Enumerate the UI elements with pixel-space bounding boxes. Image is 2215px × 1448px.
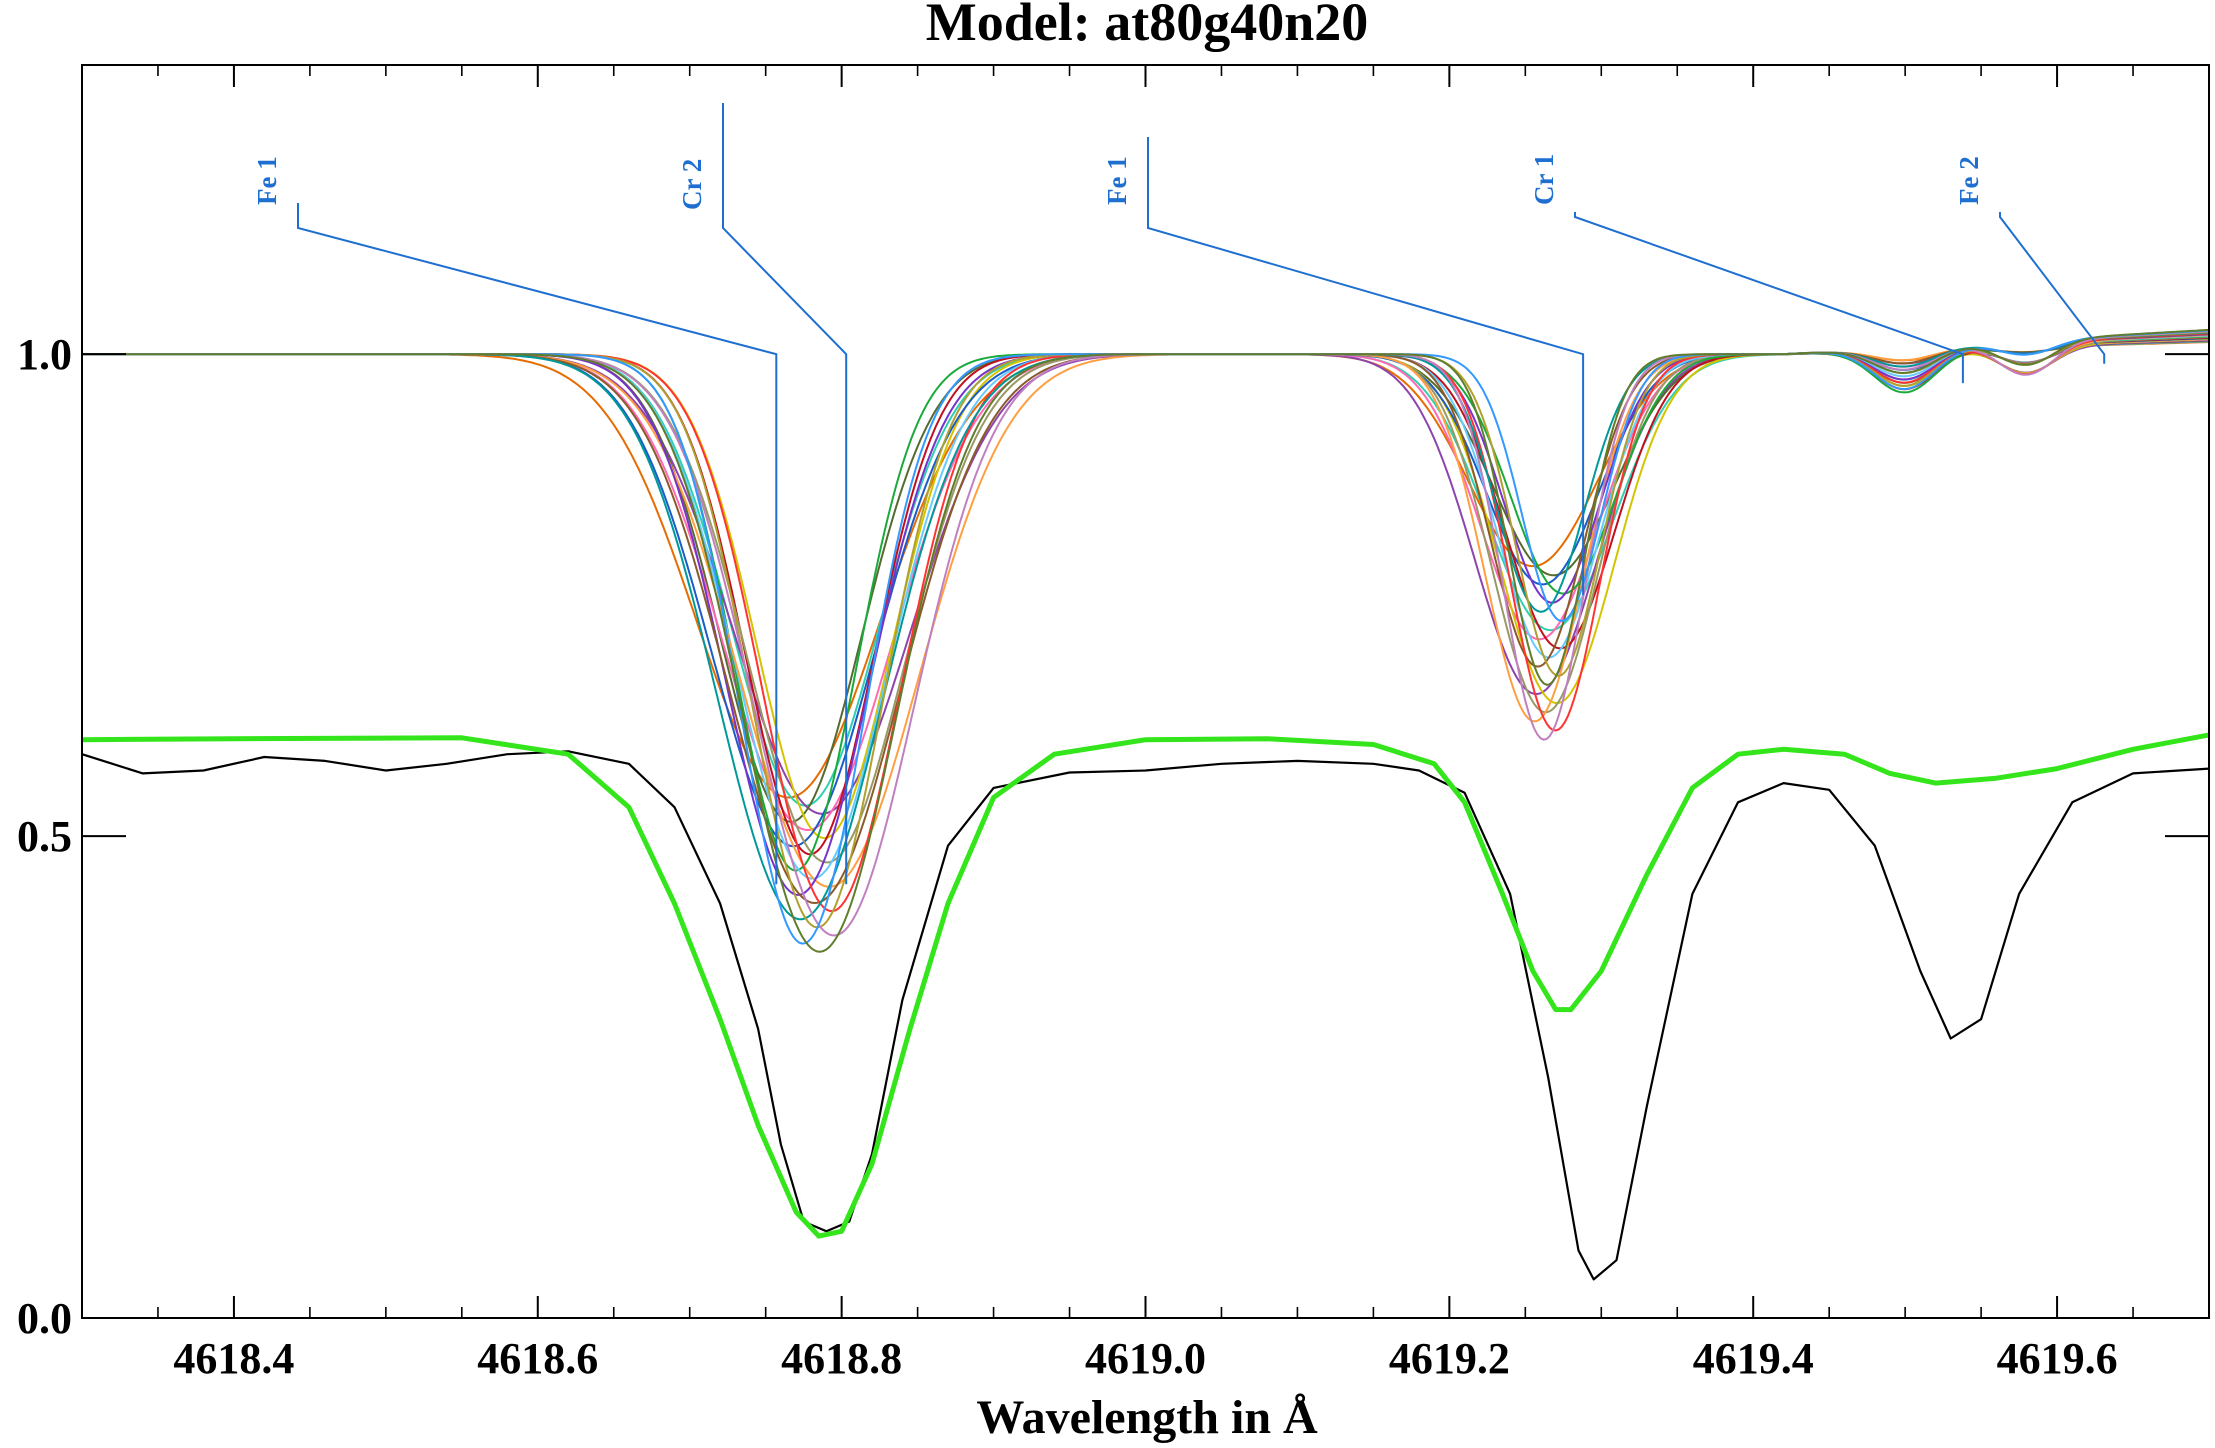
synthetic-spectra <box>82 328 2210 953</box>
x-axis-label: Wavelength in Å <box>976 1391 1318 1444</box>
line-id-leader <box>1147 137 1585 596</box>
y-tick-label: 0.0 <box>17 1294 72 1343</box>
synthetic-spectrum-line <box>82 333 2210 896</box>
line-id-label: Fe 1 <box>252 156 282 205</box>
line-id-leader <box>297 203 778 885</box>
y-tick-label: 0.5 <box>17 812 72 861</box>
synthetic-spectrum-line <box>82 337 2210 840</box>
model-fit-line <box>81 732 2210 1239</box>
x-tick-label: 4619.4 <box>1693 1334 1814 1383</box>
synthetic-spectrum-line <box>82 338 2210 832</box>
line-id-label: Cr 1 <box>1529 154 1559 205</box>
synthetic-spectrum-line <box>82 334 2210 880</box>
synthetic-spectrum-line <box>82 332 2210 905</box>
model-fit-spectrum <box>81 732 2210 1239</box>
line-id-label: Cr 2 <box>677 159 707 210</box>
synthetic-spectrum-line <box>82 336 2210 856</box>
y-tick-label: 1.0 <box>17 330 72 379</box>
synthetic-spectrum-line <box>82 330 2210 929</box>
synthetic-spectrum-line <box>82 328 2210 953</box>
line-id-label: Fe 2 <box>1954 156 1984 205</box>
synthetic-spectrum-line <box>82 341 2210 799</box>
synthetic-spectrum-line <box>82 329 2210 945</box>
synthetic-spectrum-line <box>82 330 2210 937</box>
observed-spectrum-line <box>81 750 2210 1281</box>
x-tick-label: 4618.8 <box>781 1334 902 1383</box>
line-id-leader <box>1999 212 2106 364</box>
line-id-leader <box>722 103 848 885</box>
synthetic-spectrum-line <box>82 335 2210 864</box>
line-identifications: Fe 1 Cr 2 Fe 1 Cr 1 Fe 2 <box>252 103 2106 885</box>
x-tick-label: 4618.4 <box>173 1334 294 1383</box>
synthetic-spectrum-line <box>82 335 2210 872</box>
synthetic-spectrum-line <box>82 331 2210 921</box>
x-tick-label: 4618.6 <box>477 1334 598 1383</box>
line-id-label: Fe 1 <box>1102 156 1132 205</box>
synthetic-spectrum-line <box>82 334 2210 888</box>
observed-spectrum <box>81 750 2210 1281</box>
plot-frame <box>81 64 2210 1319</box>
synthetic-spectrum-line <box>82 332 2210 913</box>
synthetic-spectrum-line <box>82 339 2210 815</box>
line-id-leader <box>1574 212 1964 384</box>
x-axis-ticks: 4618.4 4618.6 4618.8 4619.0 4619.2 4619.4 4619… <box>157 65 2134 1383</box>
synthetic-spectrum-line <box>82 339 2210 823</box>
x-tick-label: 4619.0 <box>1085 1334 1206 1383</box>
x-tick-label: 4619.2 <box>1389 1334 1510 1383</box>
chart-title: Model: at80g40n20 <box>926 0 1368 52</box>
x-tick-label: 4619.6 <box>1997 1334 2118 1383</box>
y-axis-ticks: 0.0 0.5 1.0 <box>17 330 2209 1343</box>
